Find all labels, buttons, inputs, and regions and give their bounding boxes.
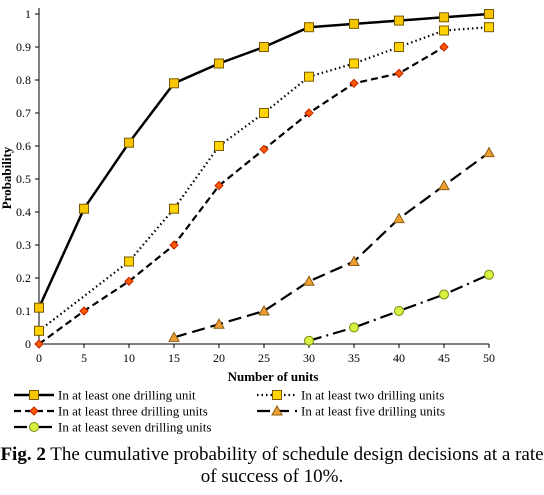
data-point: [304, 22, 314, 33]
y-tick-label: 0.3: [16, 238, 31, 252]
legend-marker: [29, 406, 39, 416]
y-axis-title: Probability: [0, 146, 14, 209]
legend-label: In at least three drilling units: [58, 404, 208, 419]
data-point: [439, 289, 449, 300]
series-line: [38, 26, 490, 332]
data-point: [124, 256, 134, 267]
x-tick-label: 20: [213, 351, 225, 365]
data-point: [394, 15, 404, 26]
data-point: [124, 137, 134, 148]
legend-label: In at least five drilling units: [301, 404, 445, 419]
data-point: [214, 141, 224, 151]
data-point: [259, 108, 269, 118]
legend-label: In at least one drilling unit: [58, 388, 196, 403]
data-point: [303, 275, 315, 286]
data-point: [439, 42, 449, 52]
y-tick-label: 0.5: [16, 172, 31, 186]
legend-item: In at least three drilling units: [14, 404, 208, 419]
data-point: [168, 331, 180, 342]
y-tick-label: 0.6: [16, 139, 31, 153]
x-tick-label: 45: [438, 351, 450, 365]
x-tick-label: 25: [258, 351, 270, 365]
legend-marker: [29, 390, 39, 400]
series-line: [37, 12, 490, 309]
x-axis-title: Number of units: [228, 369, 319, 384]
data-point: [484, 9, 494, 19]
y-tick-label: 0.1: [16, 304, 31, 318]
data-point: [258, 304, 270, 316]
data-point: [124, 276, 134, 287]
legend-item: In at least two drilling units: [257, 388, 444, 403]
series-line: [173, 151, 490, 339]
data-point: [213, 318, 225, 329]
figure-caption: Fig. 2 The cumulative probability of sch…: [0, 444, 544, 488]
legend-marker: [272, 390, 282, 400]
series-2: [34, 22, 494, 336]
data-point: [349, 322, 359, 333]
data-point: [394, 42, 404, 52]
series-line: [38, 46, 445, 345]
data-point: [169, 78, 179, 89]
data-point: [439, 25, 449, 36]
y-tick-label: 0.4: [16, 205, 31, 219]
legend-marker: [29, 422, 39, 432]
data-point: [34, 339, 44, 349]
x-tick-label: 0: [36, 351, 42, 365]
y-tick-label: 0.2: [16, 271, 31, 285]
data-point: [394, 306, 404, 316]
data-point: [349, 58, 359, 69]
x-tick-label: 10: [123, 351, 135, 365]
legend-label: In at least two drilling units: [301, 388, 444, 403]
data-point: [79, 203, 89, 214]
axes: 0 5 10 15 20 25 30 35 40 45 50 0 0.1 0.2 0.3 0.4 0.5 0.6 0…: [16, 7, 495, 365]
data-point: [304, 108, 314, 118]
caption-text: The cumulative probability of schedule d…: [45, 444, 544, 487]
data-point: [483, 146, 495, 158]
data-point: [304, 335, 314, 346]
legend-item: In at least one drilling unit: [14, 388, 196, 403]
legend-marker: [271, 404, 283, 416]
data-point: [169, 203, 179, 214]
data-point: [34, 325, 44, 336]
series-4: [168, 146, 495, 342]
y-tick-label: 0.7: [16, 106, 31, 120]
y-tick-label: 0.9: [16, 40, 31, 54]
legend-item: In at least five drilling units: [257, 404, 445, 419]
data-point: [394, 68, 404, 79]
series-5: [304, 269, 494, 346]
x-tick-label: 40: [393, 351, 405, 365]
data-point: [348, 255, 360, 266]
data-point: [169, 240, 179, 250]
series-layer: [34, 9, 495, 349]
data-point: [214, 58, 224, 69]
x-tick-label: 30: [303, 351, 315, 365]
y-tick-label: 0: [25, 337, 31, 351]
data-point: [214, 180, 224, 191]
x-tick-label: 35: [348, 351, 360, 365]
data-point: [438, 179, 450, 191]
legend: In at least one drilling unit In at least…: [14, 388, 445, 435]
data-point: [79, 306, 89, 316]
data-point: [349, 18, 359, 29]
data-point: [349, 78, 359, 89]
caption-label: Fig. 2: [0, 444, 46, 465]
legend-item: In at least seven drilling units: [14, 420, 211, 435]
series-1: [34, 9, 494, 313]
data-point: [393, 212, 405, 224]
data-point: [34, 302, 44, 313]
x-tick-label: 15: [168, 351, 180, 365]
data-point: [259, 144, 269, 155]
x-tick-label: 5: [81, 351, 87, 365]
legend-label: In at least seven drilling units: [58, 420, 211, 435]
data-point: [484, 269, 494, 280]
data-point: [439, 12, 449, 23]
x-tick-label: 50: [483, 351, 495, 365]
y-tick-label: 1: [25, 7, 31, 21]
data-point: [304, 71, 314, 82]
y-tick-label: 0.8: [16, 73, 31, 87]
chart-svg: 0 5 10 15 20 25 30 35 40 45 50 0 0.1 0.2 0.3 0.4 0.5 0.6 0…: [0, 7, 495, 435]
data-point: [259, 42, 269, 52]
series-3: [34, 42, 449, 349]
data-point: [484, 22, 494, 33]
